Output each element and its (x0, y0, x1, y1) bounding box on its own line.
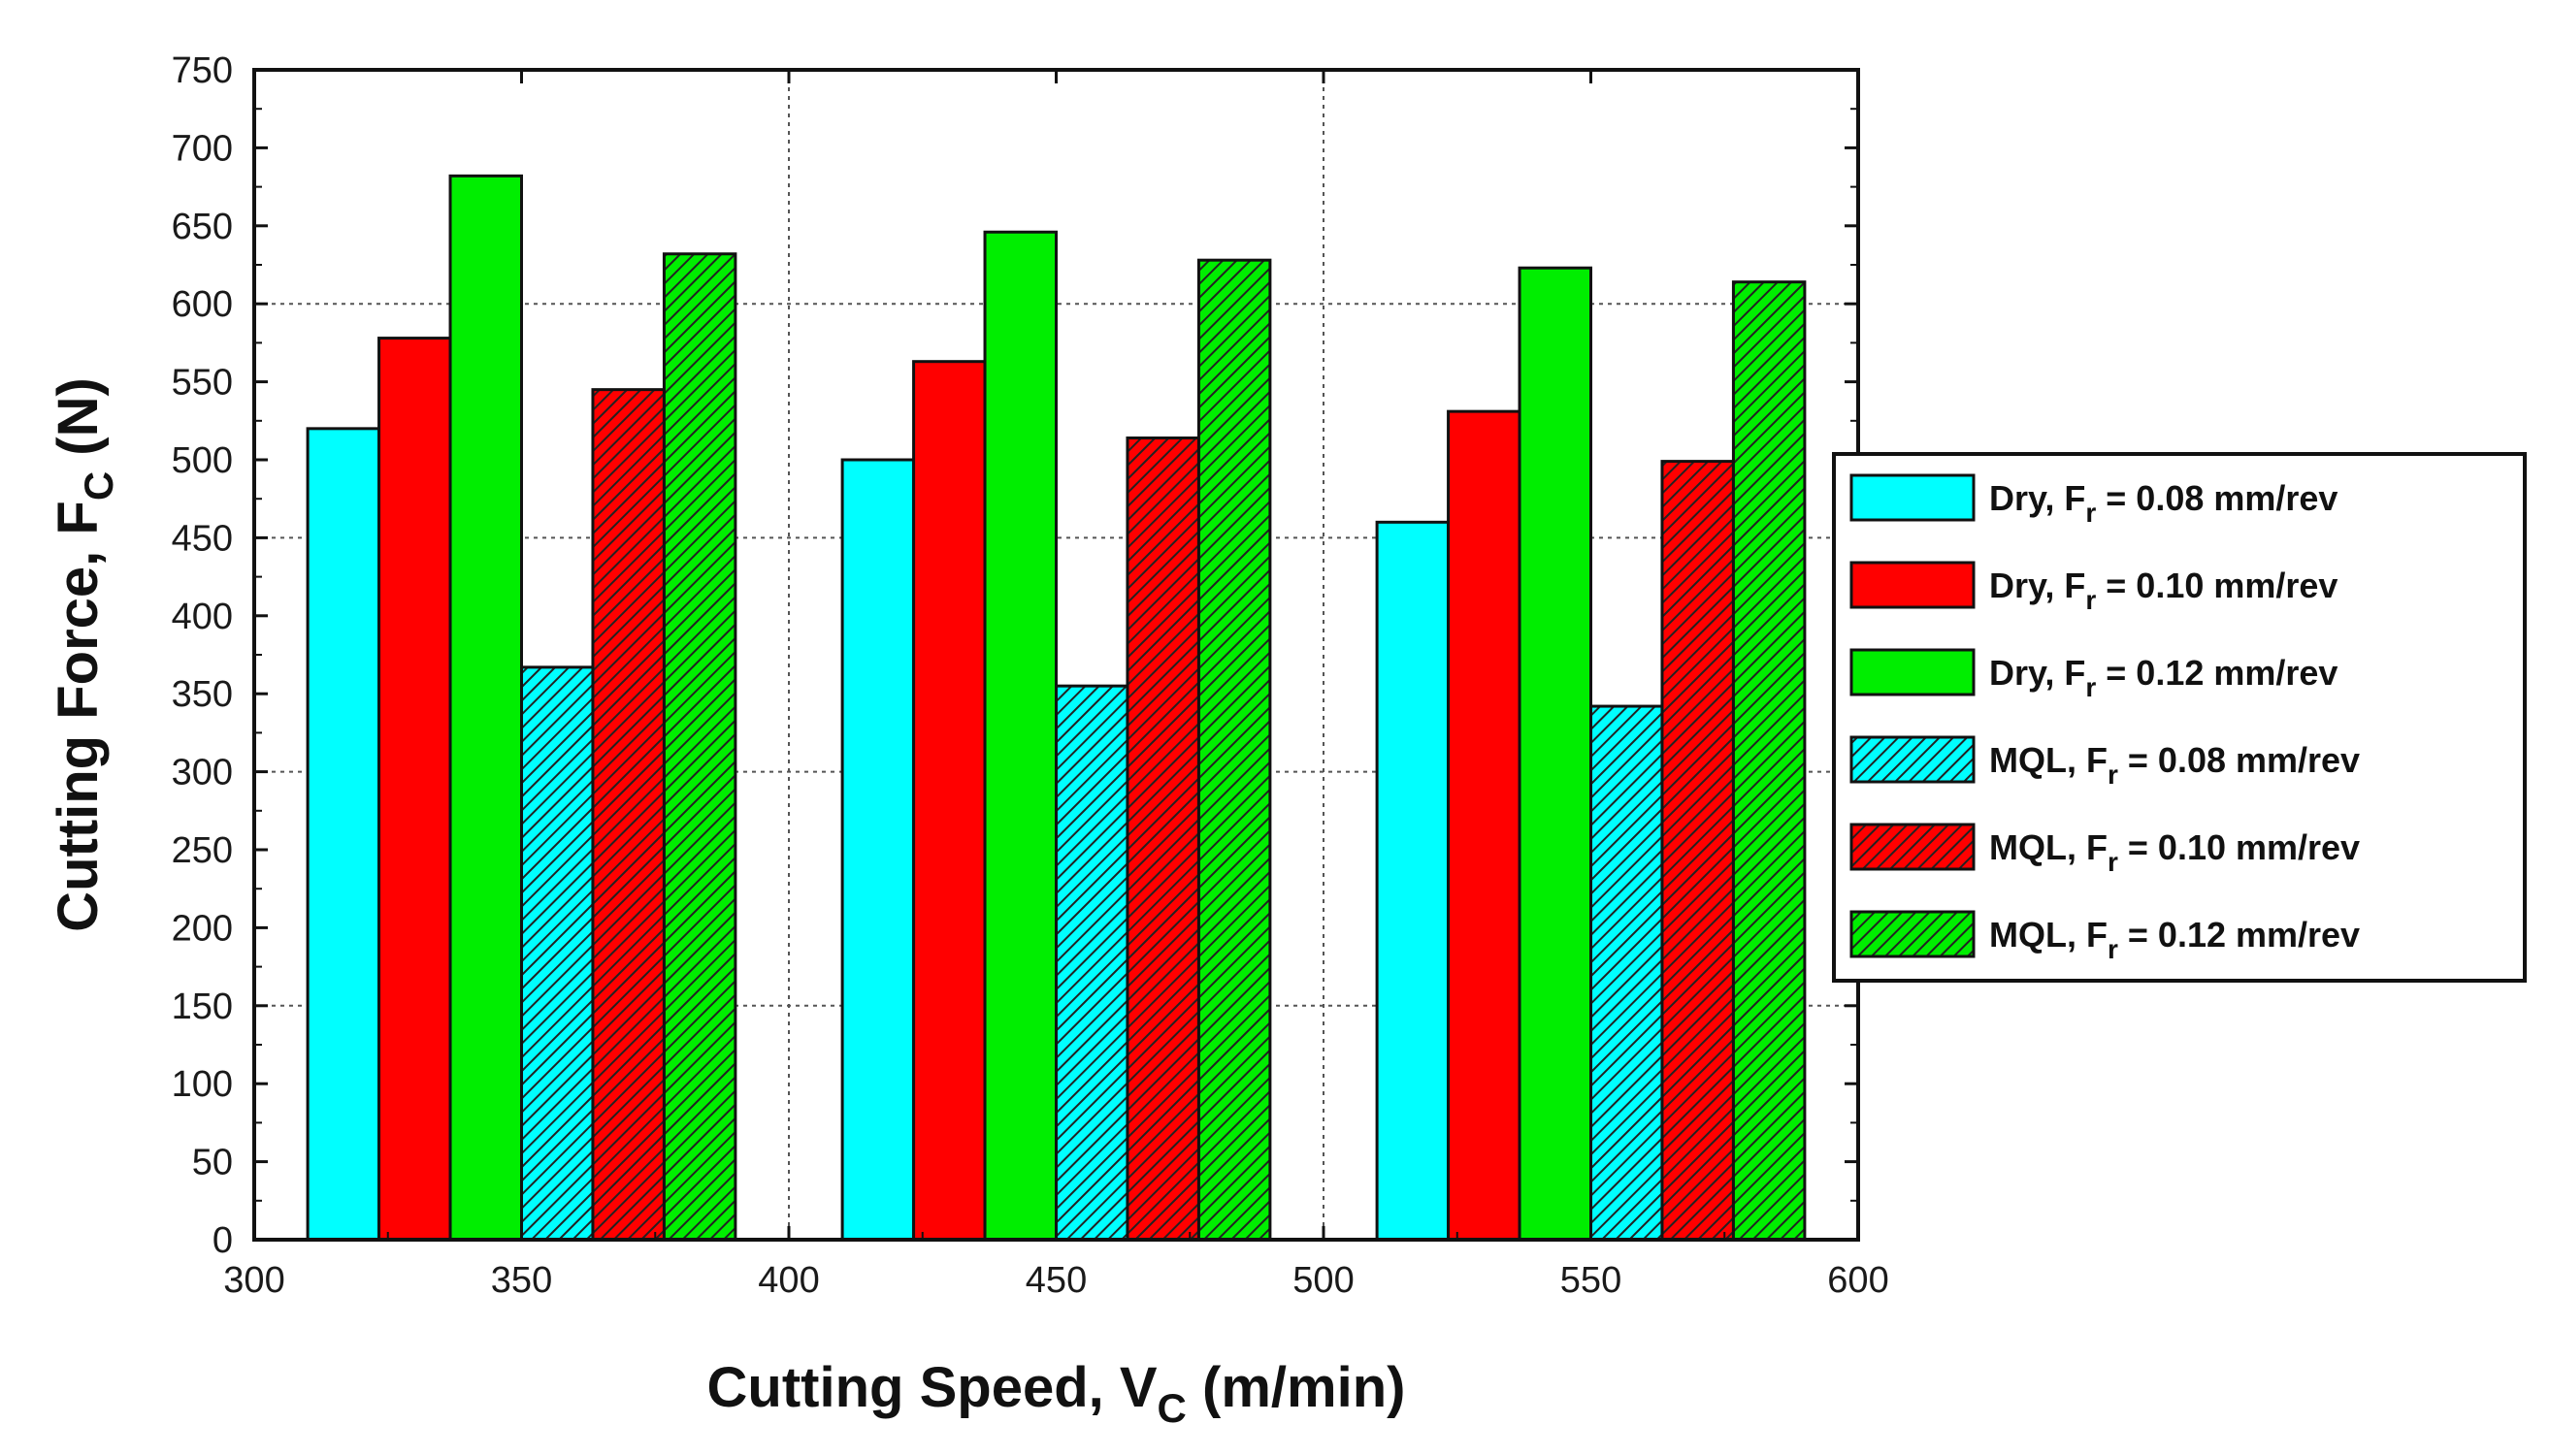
legend-label-sub: r (2085, 498, 2096, 528)
legend-box (1832, 452, 2527, 983)
y-tick-label: 0 (212, 1220, 233, 1261)
legend-label-rest: = 0.08 mm/rev (2118, 740, 2360, 780)
x-tick-label: 300 (223, 1260, 284, 1301)
bar-dry-0-group-0 (306, 427, 381, 1242)
legend-label-sub: r (2108, 847, 2118, 877)
legend-label-sub: r (2108, 934, 2118, 964)
legend-label-sub: r (2085, 585, 2096, 615)
legend-swatch (1849, 823, 1976, 871)
bar-dry-0-group-2 (1375, 520, 1451, 1242)
y-tick-label: 150 (172, 987, 233, 1027)
legend-label-main: MQL, F (1989, 740, 2108, 780)
bar-mql-3-group-2 (1589, 704, 1664, 1242)
legend-swatch (1849, 735, 1976, 784)
bar-dry-1-group-2 (1447, 409, 1521, 1242)
x-tick-label: 500 (1292, 1260, 1354, 1301)
legend-swatch (1849, 910, 1976, 958)
legend-label-main: Dry, F (1989, 566, 2085, 605)
legend-swatch (1849, 648, 1976, 696)
legend-label-rest: = 0.12 mm/rev (2096, 653, 2338, 693)
legend-label-rest: = 0.10 mm/rev (2096, 566, 2338, 605)
legend-label-main: MQL, F (1989, 827, 2108, 867)
bar-dry-1-group-1 (912, 360, 987, 1242)
y-tick-label: 200 (172, 908, 233, 949)
bar-mql-4-group-1 (1126, 436, 1200, 1242)
y-tick-label: 500 (172, 440, 233, 481)
y-axis-title-unit: (N) (47, 377, 110, 471)
legend-label: MQL, Fr = 0.12 mm/rev (1989, 915, 2360, 964)
legend-label: Dry, Fr = 0.08 mm/rev (1989, 478, 2338, 528)
bar-mql-3-group-1 (1055, 684, 1129, 1242)
y-tick-label: 750 (172, 50, 233, 91)
legend-label-sub: r (2085, 672, 2096, 702)
y-tick-label: 350 (172, 674, 233, 715)
x-axis-title-sub: C (1158, 1385, 1187, 1431)
bar-dry-2-group-1 (983, 230, 1058, 1242)
y-axis-title-main: Cutting Force, F (47, 501, 110, 932)
bar-mql-4-group-2 (1660, 460, 1735, 1242)
x-tick-label: 600 (1827, 1260, 1888, 1301)
x-tick-label: 550 (1560, 1260, 1621, 1301)
x-tick-label: 450 (1026, 1260, 1087, 1301)
legend-label-main: Dry, F (1989, 653, 2085, 693)
legend-label-main: Dry, F (1989, 478, 2085, 518)
legend-label-main: MQL, F (1989, 915, 2108, 954)
x-tick-label: 400 (758, 1260, 819, 1301)
bar-mql-5-group-0 (662, 252, 737, 1242)
legend-label: Dry, Fr = 0.12 mm/rev (1989, 653, 2338, 702)
y-axis-title-sub: C (76, 471, 121, 501)
legend-label-sub: r (2108, 760, 2118, 790)
y-tick-label: 250 (172, 830, 233, 871)
y-tick-label: 300 (172, 753, 233, 793)
legend-label: MQL, Fr = 0.08 mm/rev (1989, 740, 2360, 790)
x-axis-title-unit: (m/min) (1187, 1356, 1406, 1419)
bar-mql-5-group-1 (1196, 258, 1272, 1242)
legend-label: MQL, Fr = 0.10 mm/rev (1989, 827, 2360, 877)
bar-dry-2-group-0 (448, 174, 523, 1242)
legend-swatch (1849, 561, 1976, 609)
y-tick-label: 100 (172, 1064, 233, 1105)
y-tick-label: 400 (172, 597, 233, 637)
y-tick-label: 50 (192, 1143, 233, 1183)
legend-label: Dry, Fr = 0.10 mm/rev (1989, 566, 2338, 615)
x-axis-title: Cutting Speed, VC (m/min) (707, 1356, 1406, 1431)
legend-label-rest: = 0.12 mm/rev (2118, 915, 2360, 954)
bar-dry-0-group-1 (840, 458, 916, 1242)
bar-mql-5-group-2 (1731, 280, 1807, 1242)
y-tick-label: 650 (172, 207, 233, 247)
legend-swatch (1849, 473, 1976, 522)
bar-dry-1-group-0 (377, 337, 452, 1242)
bar-mql-3-group-0 (520, 665, 595, 1242)
bar-mql-4-group-0 (591, 388, 666, 1242)
y-tick-label: 700 (172, 128, 233, 169)
bar-dry-2-group-2 (1518, 266, 1592, 1242)
legend-label-rest: = 0.08 mm/rev (2096, 478, 2338, 518)
x-tick-label: 350 (491, 1260, 552, 1301)
y-tick-label: 550 (172, 363, 233, 404)
y-axis-title: Cutting Force, FC (N) (47, 377, 121, 932)
y-tick-label: 450 (172, 518, 233, 559)
legend-label-rest: = 0.10 mm/rev (2118, 827, 2360, 867)
y-tick-label: 600 (172, 284, 233, 325)
x-axis-title-main: Cutting Speed, V (707, 1356, 1158, 1419)
